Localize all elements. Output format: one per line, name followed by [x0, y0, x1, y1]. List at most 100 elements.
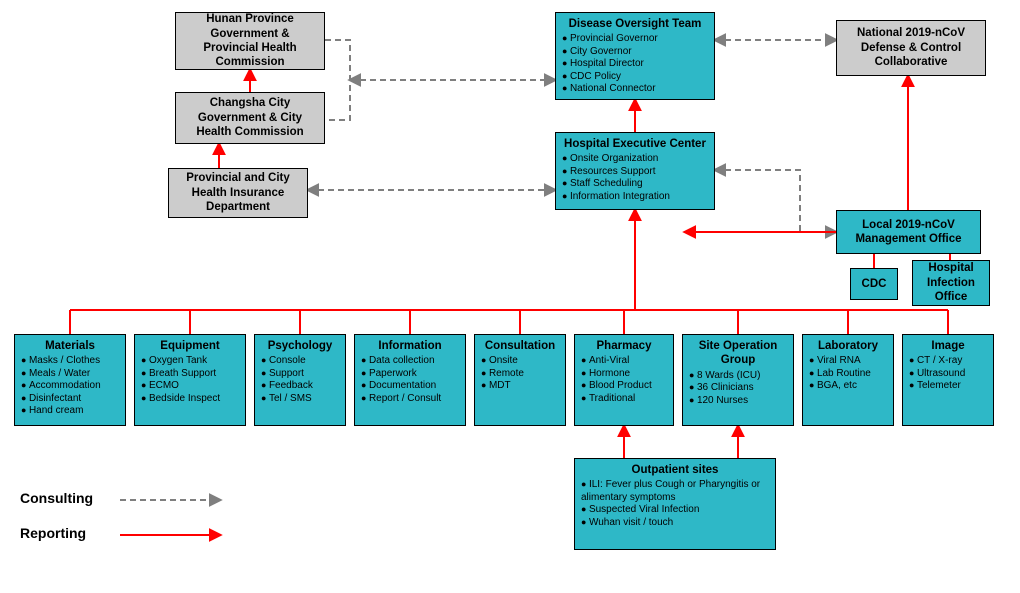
list-item: City Governor	[562, 46, 708, 59]
node-information-title: Information	[361, 339, 459, 353]
node-laboratory-items: Viral RNALab RoutineBGA, etc	[809, 355, 887, 393]
list-item: Data collection	[361, 355, 459, 368]
node-image-title: Image	[909, 339, 987, 353]
node-disease_oversight-items: Provincial GovernorCity GovernorHospital…	[562, 33, 708, 96]
list-item: Hormone	[581, 368, 667, 381]
list-item: Information Integration	[562, 191, 708, 204]
list-item: Ultrasound	[909, 368, 987, 381]
node-local_mgmt-title: Local 2019-nCoV Management Office	[843, 215, 974, 249]
list-item: Meals / Water	[21, 368, 119, 381]
list-item: Hand cream	[21, 405, 119, 418]
list-item: Support	[261, 368, 339, 381]
node-image-items: CT / X-rayUltrasoundTelemeter	[909, 355, 987, 393]
list-item: Provincial Governor	[562, 33, 708, 46]
list-item: CDC Policy	[562, 71, 708, 84]
node-information: Information Data collectionPaperworkDocum…	[354, 334, 466, 426]
node-cdc-title: CDC	[857, 273, 891, 295]
list-item: Breath Support	[141, 368, 239, 381]
list-item: Tel / SMS	[261, 393, 339, 406]
list-item: CT / X-ray	[909, 355, 987, 368]
node-equipment: Equipment Oxygen TankBreath SupportECMOBe…	[134, 334, 246, 426]
node-changsha-title: Changsha City Government & City Health C…	[182, 97, 318, 139]
node-psychology-title: Psychology	[261, 339, 339, 353]
node-pharmacy: Pharmacy Anti-ViralHormoneBlood ProductTr…	[574, 334, 674, 426]
node-pharmacy-items: Anti-ViralHormoneBlood ProductTraditiona…	[581, 355, 667, 405]
list-item: 8 Wards (ICU)	[689, 370, 787, 383]
legend-consulting-label: Consulting	[20, 490, 93, 506]
list-item: Onsite	[481, 355, 559, 368]
list-item: Bedside Inspect	[141, 393, 239, 406]
legend-reporting-label: Reporting	[20, 525, 86, 541]
node-psychology-items: ConsoleSupportFeedbackTel / SMS	[261, 355, 339, 405]
list-item: Lab Routine	[809, 368, 887, 381]
node-psychology: Psychology ConsoleSupportFeedbackTel / SM…	[254, 334, 346, 426]
node-pharmacy-title: Pharmacy	[581, 339, 667, 353]
list-item: Disinfectant	[21, 393, 119, 406]
node-hunan: Hunan Province Government & Provincial H…	[175, 12, 325, 70]
list-item: Feedback	[261, 380, 339, 393]
node-consultation-title: Consultation	[481, 339, 559, 353]
list-item: Onsite Organization	[562, 153, 708, 166]
list-item: Traditional	[581, 393, 667, 406]
list-item: ILI: Fever plus Cough or Pharyngitis or …	[581, 479, 769, 504]
node-consultation-items: OnsiteRemoteMDT	[481, 355, 559, 393]
node-site_op: Site Operation Group8 Wards (ICU)36 Clin…	[682, 334, 794, 426]
node-materials-items: Masks / ClothesMeals / WaterAccommodatio…	[21, 355, 119, 418]
node-laboratory-title: Laboratory	[809, 339, 887, 353]
list-item: Anti-Viral	[581, 355, 667, 368]
list-item: Remote	[481, 368, 559, 381]
node-insurance: Provincial and City Health Insurance Dep…	[168, 168, 308, 218]
list-item: Resources Support	[562, 166, 708, 179]
node-disease_oversight: Disease Oversight Team Provincial Governo…	[555, 12, 715, 100]
node-outpatient-items: ILI: Fever plus Cough or Pharyngitis or …	[581, 479, 769, 529]
node-hosp_exec-items: Onsite OrganizationResources SupportStaf…	[562, 153, 708, 203]
node-infection: Hospital Infection Office	[912, 260, 990, 306]
node-materials: Materials Masks / ClothesMeals / WaterAcc…	[14, 334, 126, 426]
node-site_op-title: Site Operation Group	[689, 339, 787, 368]
list-item: Telemeter	[909, 380, 987, 393]
node-equipment-title: Equipment	[141, 339, 239, 353]
node-hunan-title: Hunan Province Government & Provincial H…	[182, 17, 318, 65]
node-hosp_exec: Hospital Executive Center Onsite Organiza…	[555, 132, 715, 210]
list-item: ECMO	[141, 380, 239, 393]
node-equipment-items: Oxygen TankBreath SupportECMOBedside Ins…	[141, 355, 239, 405]
node-information-items: Data collectionPaperworkDocumentationRep…	[361, 355, 459, 405]
consulting-edge	[325, 40, 350, 120]
node-national: National 2019-nCoV Defense & Control Col…	[836, 20, 986, 76]
node-site_op-items: 8 Wards (ICU)36 Clinicians120 Nurses	[689, 370, 787, 408]
list-item: Documentation	[361, 380, 459, 393]
list-item: Paperwork	[361, 368, 459, 381]
list-item: Wuhan visit / touch	[581, 517, 769, 530]
list-item: Masks / Clothes	[21, 355, 119, 368]
list-item: 120 Nurses	[689, 395, 787, 408]
legend-consulting-line	[120, 492, 230, 508]
list-item: Accommodation	[21, 380, 119, 393]
node-materials-title: Materials	[21, 339, 119, 353]
node-laboratory: Laboratory Viral RNALab RoutineBGA, etc	[802, 334, 894, 426]
node-changsha: Changsha City Government & City Health C…	[175, 92, 325, 144]
node-hosp_exec-title: Hospital Executive Center	[562, 137, 708, 151]
node-consultation: Consultation OnsiteRemoteMDT	[474, 334, 566, 426]
node-outpatient: Outpatient sites ILI: Fever plus Cough or…	[574, 458, 776, 550]
list-item: Viral RNA	[809, 355, 887, 368]
node-outpatient-title: Outpatient sites	[581, 463, 769, 477]
node-national-title: National 2019-nCoV Defense & Control Col…	[843, 25, 979, 71]
node-infection-title: Hospital Infection Office	[919, 265, 983, 301]
list-item: Hospital Director	[562, 58, 708, 71]
node-local_mgmt: Local 2019-nCoV Management Office	[836, 210, 981, 254]
node-disease_oversight-title: Disease Oversight Team	[562, 17, 708, 31]
list-item: Oxygen Tank	[141, 355, 239, 368]
list-item: 36 Clinicians	[689, 382, 787, 395]
node-insurance-title: Provincial and City Health Insurance Dep…	[175, 173, 301, 213]
list-item: National Connector	[562, 83, 708, 96]
list-item: MDT	[481, 380, 559, 393]
list-item: Suspected Viral Infection	[581, 504, 769, 517]
list-item: BGA, etc	[809, 380, 887, 393]
list-item: Staff Scheduling	[562, 178, 708, 191]
node-cdc: CDC	[850, 268, 898, 300]
list-item: Report / Consult	[361, 393, 459, 406]
legend-reporting-line	[120, 527, 230, 543]
node-image: Image CT / X-rayUltrasoundTelemeter	[902, 334, 994, 426]
list-item: Blood Product	[581, 380, 667, 393]
list-item: Console	[261, 355, 339, 368]
